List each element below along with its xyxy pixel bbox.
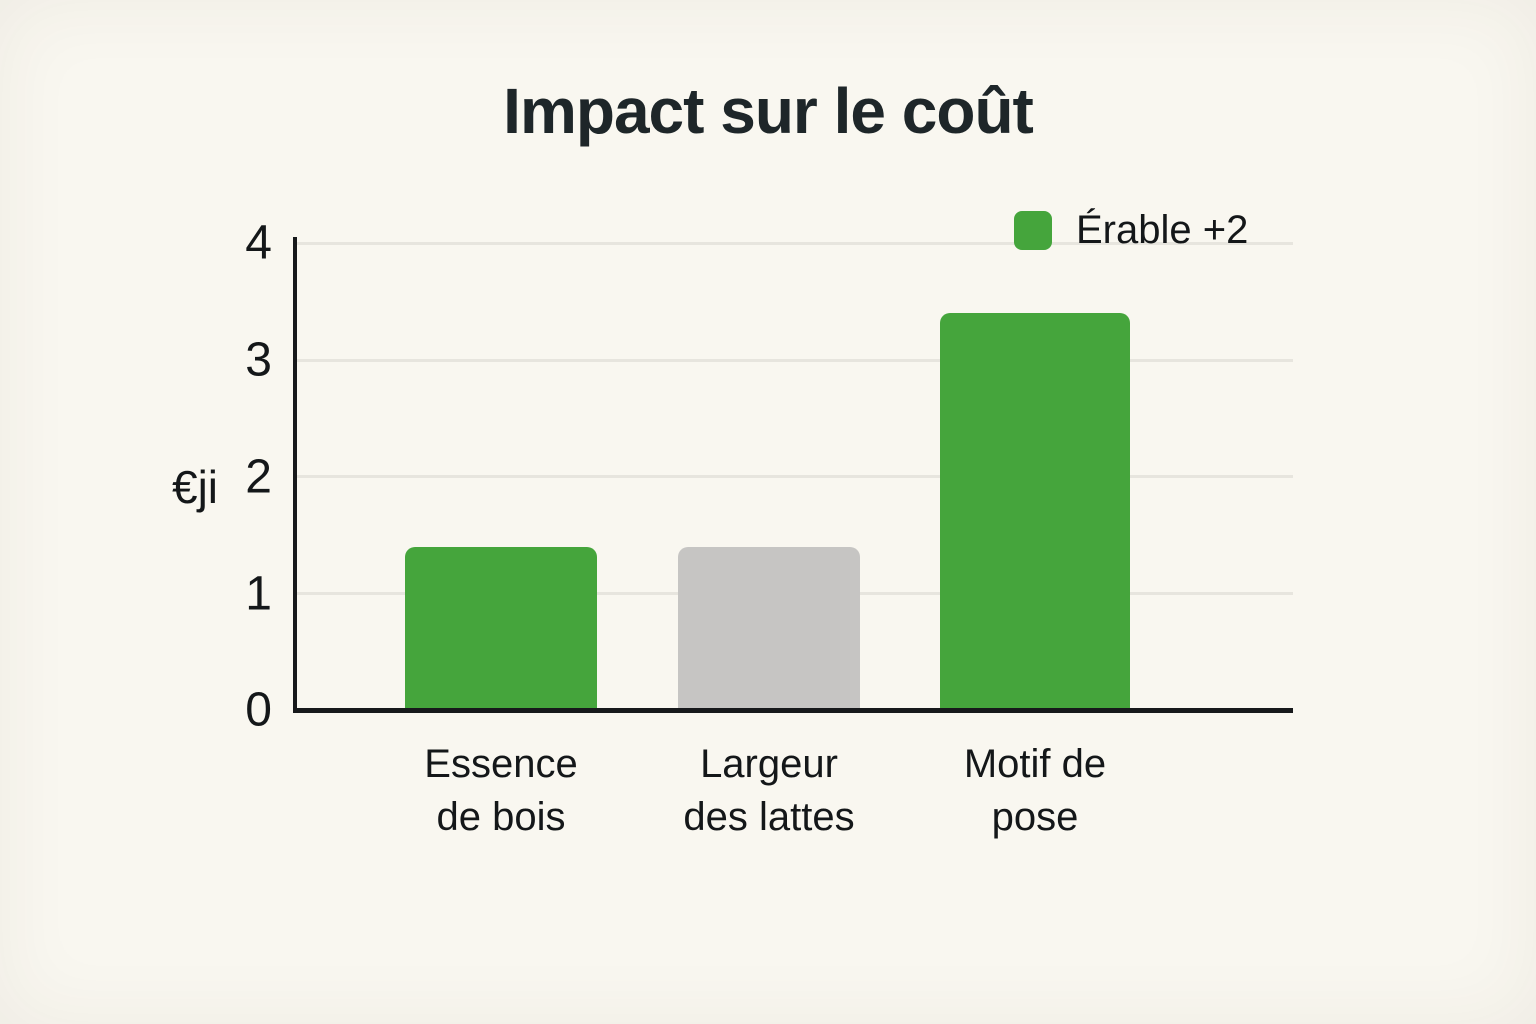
y-axis-line (293, 237, 297, 712)
y-axis-label: €ji (171, 461, 219, 513)
x-axis-line (293, 708, 1293, 713)
x-label-motif-de-pose: Motif de pose (963, 742, 1107, 839)
gridline-2 (295, 475, 1293, 478)
y-tick-0: 0 (245, 683, 272, 737)
x-label-largeur-des-lattes: Largeur des lattes (683, 742, 855, 839)
x-label-essence-de-bois: Essence de bois (424, 742, 578, 839)
gridline-3 (295, 359, 1293, 362)
y-tick-1: 1 (245, 567, 272, 621)
chart-title: Impact sur le coût (503, 75, 1034, 147)
legend-label-erable: Érable +2 (1076, 208, 1249, 252)
legend-swatch-erable (1014, 211, 1052, 250)
legend: Érable +2 (1014, 208, 1248, 253)
y-tick-4: 4 (245, 216, 272, 270)
plot-area (295, 242, 1293, 710)
bar-essence-de-bois (405, 546, 597, 710)
bar-largeur-des-lattes (678, 546, 860, 710)
gridline-4 (295, 242, 1293, 245)
bar-motif-de-pose (940, 313, 1130, 710)
y-tick-3: 3 (245, 333, 272, 387)
y-tick-2: 2 (245, 450, 272, 504)
